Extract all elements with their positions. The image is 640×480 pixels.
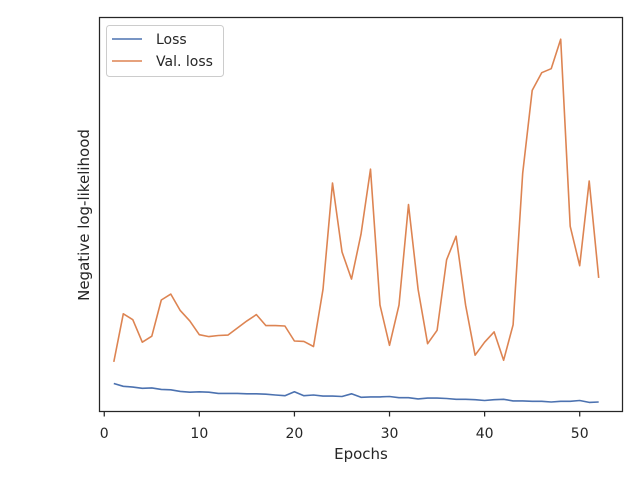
x-axis-ticks: 0 10 20 30 40 50	[100, 411, 589, 442]
series-lines	[113, 38, 600, 404]
x-tick-label: 50	[571, 426, 589, 442]
x-tick-label: 10	[190, 426, 208, 442]
x-axis-label: Epochs	[334, 445, 388, 463]
y-axis-label: Negative log-likelihood	[75, 129, 93, 301]
legend-label-val-loss: Val. loss	[156, 54, 213, 70]
x-tick-label: 0	[100, 426, 109, 442]
plot-frame	[98, 16, 624, 413]
x-tick-label: 20	[286, 426, 304, 442]
series-line-loss	[113, 382, 599, 404]
legend-label-loss: Loss	[156, 32, 187, 48]
x-tick-label: 40	[476, 426, 494, 442]
legend: Loss Val. loss	[106, 25, 224, 77]
x-tick-label: 30	[381, 426, 399, 442]
series-line-val-loss	[113, 38, 600, 363]
